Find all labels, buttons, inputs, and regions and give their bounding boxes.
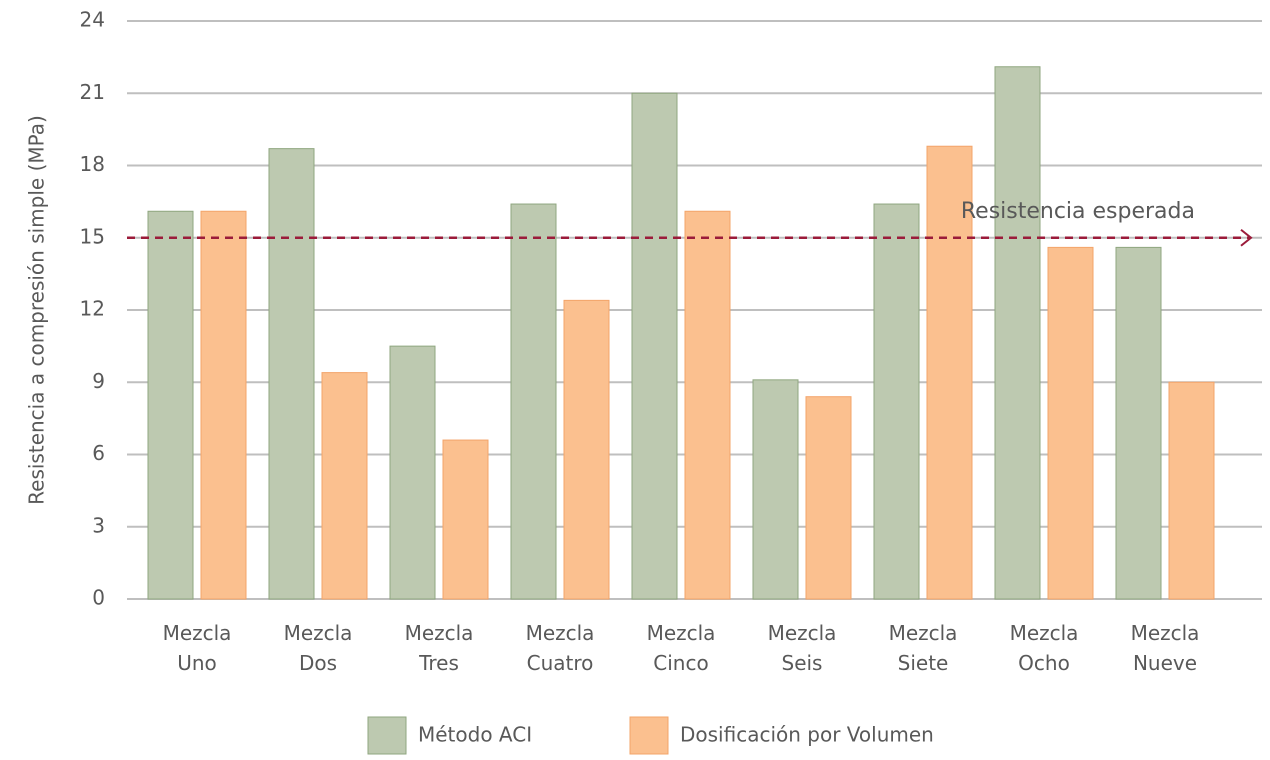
bar — [147, 210, 194, 600]
bar — [442, 439, 489, 600]
x-tick-label: Mezcla Cuatro — [526, 621, 595, 675]
x-tick-label-line: Dos — [299, 651, 337, 675]
bar — [200, 210, 247, 600]
bar — [563, 299, 610, 600]
y-tick-label: 21 — [80, 80, 105, 104]
y-tick-label: 18 — [80, 152, 105, 176]
x-tick-label: Mezcla Nueve — [1131, 621, 1200, 675]
reference-arrow — [1240, 228, 1253, 247]
y-tick-label: 6 — [92, 441, 105, 465]
y-tick-label: 24 — [80, 8, 105, 32]
legend-swatch — [629, 716, 669, 755]
y-tick-label: 0 — [92, 586, 105, 610]
bar — [926, 145, 973, 600]
bar — [873, 203, 920, 600]
bar — [994, 66, 1041, 600]
y-tick-label: 9 — [92, 369, 105, 393]
x-tick-label-line: Mezcla — [1010, 621, 1079, 645]
y-tick-label: 12 — [80, 297, 105, 321]
bar — [1115, 246, 1162, 600]
x-tick-label: Mezcla Siete — [889, 621, 958, 675]
bar — [510, 203, 557, 600]
legend-swatch — [367, 716, 407, 755]
x-tick-label-line: Mezcla — [284, 621, 353, 645]
x-tick-label: Mezcla Uno — [163, 621, 232, 675]
y-tick-label: 3 — [92, 513, 105, 537]
x-tick-label-line: Ocho — [1018, 651, 1070, 675]
bar — [684, 210, 731, 600]
x-tick-label-line: Mezcla — [163, 621, 232, 645]
x-tick-label-line: Mezcla — [526, 621, 595, 645]
x-tick-label-line: Tres — [418, 651, 459, 675]
bar — [389, 345, 436, 600]
x-tick-label-line: Seis — [782, 651, 823, 675]
x-tick-label-line: Mezcla — [889, 621, 958, 645]
x-tick-label-line: Cuatro — [527, 651, 594, 675]
reference-label: Resistencia esperada — [961, 199, 1195, 224]
bar — [631, 92, 678, 600]
x-tick-label-line: Mezcla — [405, 621, 474, 645]
x-tick-label-line: Uno — [177, 651, 217, 675]
legend-label: Método ACI — [418, 723, 532, 747]
legend-label: Dosificación por Volumen — [680, 723, 934, 747]
x-tick-label-line: Cinco — [653, 651, 708, 675]
x-tick-label: Mezcla Seis — [768, 621, 837, 675]
bar — [321, 372, 368, 600]
y-axis-label: Resistencia a compresión simple (MPa) — [25, 115, 49, 505]
x-tick-label-line: Mezcla — [1131, 621, 1200, 645]
x-tick-label: Mezcla Dos — [284, 621, 353, 675]
x-tick-label-line: Mezcla — [768, 621, 837, 645]
y-tick-label: 15 — [80, 224, 105, 248]
bar — [752, 379, 799, 600]
x-tick-label-line: Siete — [898, 651, 949, 675]
x-tick-label: Mezcla Tres — [405, 621, 474, 675]
bar — [268, 148, 315, 600]
bar — [1168, 381, 1215, 600]
bar — [805, 396, 852, 600]
x-tick-label-line: Nueve — [1133, 651, 1197, 675]
x-tick-label-line: Mezcla — [647, 621, 716, 645]
x-tick-label: Mezcla Cinco — [647, 621, 716, 675]
bar — [1047, 246, 1094, 600]
x-tick-label: Mezcla Ocho — [1010, 621, 1079, 675]
